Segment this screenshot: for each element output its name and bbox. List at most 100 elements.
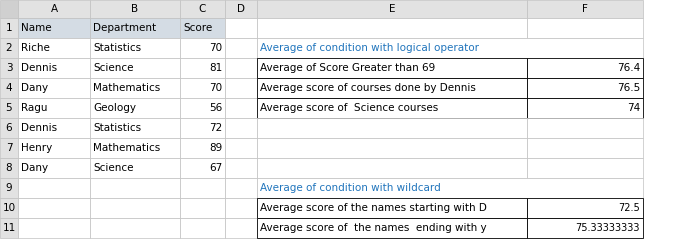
Text: Riche: Riche bbox=[21, 43, 50, 53]
Text: 1: 1 bbox=[5, 23, 12, 33]
Text: 11: 11 bbox=[2, 223, 16, 233]
Bar bbox=[225, 38, 257, 58]
Text: F: F bbox=[582, 4, 588, 14]
Text: 3: 3 bbox=[5, 63, 12, 73]
Bar bbox=[18, 158, 90, 178]
Bar bbox=[90, 0, 180, 18]
Bar bbox=[257, 218, 527, 238]
Text: 74: 74 bbox=[627, 103, 640, 113]
Bar bbox=[180, 118, 225, 138]
Bar bbox=[0, 38, 18, 58]
Bar bbox=[180, 98, 225, 118]
Text: Science: Science bbox=[93, 163, 134, 173]
Bar bbox=[90, 38, 180, 58]
Text: Department: Department bbox=[93, 23, 156, 33]
Text: 7: 7 bbox=[5, 143, 12, 153]
Text: Mathematics: Mathematics bbox=[93, 143, 160, 153]
Text: Average of condition with wildcard: Average of condition with wildcard bbox=[260, 183, 441, 193]
Text: Average score of  the names  ending with y: Average score of the names ending with y bbox=[260, 223, 487, 233]
Bar bbox=[225, 178, 257, 198]
Bar bbox=[527, 218, 643, 238]
Text: Dany: Dany bbox=[21, 83, 48, 93]
Bar bbox=[225, 118, 257, 138]
Bar bbox=[180, 78, 225, 98]
Bar bbox=[527, 58, 643, 78]
Text: Average score of  Science courses: Average score of Science courses bbox=[260, 103, 439, 113]
Bar bbox=[180, 158, 225, 178]
Text: Science: Science bbox=[93, 63, 134, 73]
Bar bbox=[225, 138, 257, 158]
Bar bbox=[90, 158, 180, 178]
Text: B: B bbox=[132, 4, 138, 14]
Bar bbox=[180, 18, 225, 38]
Bar bbox=[257, 158, 527, 178]
Bar bbox=[180, 198, 225, 218]
Bar bbox=[18, 18, 90, 38]
Bar bbox=[257, 198, 527, 218]
Bar bbox=[18, 218, 90, 238]
Bar bbox=[527, 0, 643, 18]
Bar bbox=[180, 0, 225, 18]
Bar bbox=[225, 18, 257, 38]
Bar bbox=[18, 0, 90, 18]
Bar bbox=[0, 78, 18, 98]
Text: Mathematics: Mathematics bbox=[93, 83, 160, 93]
Text: Henry: Henry bbox=[21, 143, 53, 153]
Bar bbox=[90, 138, 180, 158]
Text: C: C bbox=[199, 4, 206, 14]
Text: Statistics: Statistics bbox=[93, 123, 141, 133]
Text: Average of Score Greater than 69: Average of Score Greater than 69 bbox=[260, 63, 435, 73]
Bar bbox=[257, 118, 527, 138]
Text: 67: 67 bbox=[209, 163, 222, 173]
Bar bbox=[257, 178, 643, 198]
Bar bbox=[225, 218, 257, 238]
Text: 56: 56 bbox=[209, 103, 222, 113]
Bar bbox=[18, 78, 90, 98]
Bar bbox=[225, 98, 257, 118]
Text: 76.4: 76.4 bbox=[617, 63, 640, 73]
Bar bbox=[90, 18, 180, 38]
Text: 81: 81 bbox=[209, 63, 222, 73]
Bar bbox=[257, 0, 527, 18]
Text: Statistics: Statistics bbox=[93, 43, 141, 53]
Text: Name: Name bbox=[21, 23, 52, 33]
Bar bbox=[0, 98, 18, 118]
Text: 9: 9 bbox=[5, 183, 12, 193]
Text: 89: 89 bbox=[209, 143, 222, 153]
Bar bbox=[257, 58, 527, 78]
Text: 70: 70 bbox=[209, 43, 222, 53]
Text: Dennis: Dennis bbox=[21, 63, 57, 73]
Bar bbox=[0, 118, 18, 138]
Text: 5: 5 bbox=[5, 103, 12, 113]
Text: Geology: Geology bbox=[93, 103, 136, 113]
Bar bbox=[0, 138, 18, 158]
Text: 75.33333333: 75.33333333 bbox=[576, 223, 640, 233]
Bar bbox=[257, 78, 527, 98]
Text: D: D bbox=[237, 4, 245, 14]
Bar bbox=[18, 38, 90, 58]
Text: Ragu: Ragu bbox=[21, 103, 48, 113]
Bar bbox=[18, 98, 90, 118]
Text: 10: 10 bbox=[3, 203, 16, 213]
Text: Dany: Dany bbox=[21, 163, 48, 173]
Bar bbox=[225, 158, 257, 178]
Bar bbox=[0, 218, 18, 238]
Text: 8: 8 bbox=[5, 163, 12, 173]
Bar bbox=[18, 118, 90, 138]
Bar bbox=[18, 198, 90, 218]
Bar bbox=[225, 58, 257, 78]
Text: Average of condition with logical operator: Average of condition with logical operat… bbox=[260, 43, 479, 53]
Bar bbox=[527, 138, 643, 158]
Bar bbox=[0, 158, 18, 178]
Text: Dennis: Dennis bbox=[21, 123, 57, 133]
Bar bbox=[527, 198, 643, 218]
Bar bbox=[90, 178, 180, 198]
Text: Average score of the names starting with D: Average score of the names starting with… bbox=[260, 203, 487, 213]
Text: 76.5: 76.5 bbox=[617, 83, 640, 93]
Bar bbox=[527, 18, 643, 38]
Bar bbox=[90, 218, 180, 238]
Bar bbox=[527, 98, 643, 118]
Bar bbox=[257, 98, 527, 118]
Bar bbox=[180, 218, 225, 238]
Bar bbox=[180, 138, 225, 158]
